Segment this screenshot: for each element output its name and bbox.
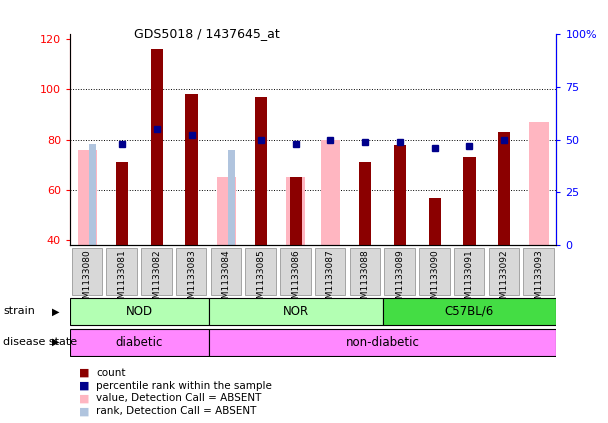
- Text: GSM1133085: GSM1133085: [257, 249, 266, 310]
- Text: ■: ■: [79, 368, 89, 378]
- Text: C57BL/6: C57BL/6: [445, 305, 494, 318]
- Bar: [321, 140, 340, 245]
- Text: GSM1133090: GSM1133090: [430, 249, 439, 310]
- Text: GSM1133081: GSM1133081: [117, 249, 126, 310]
- Text: diabetic: diabetic: [116, 336, 163, 349]
- FancyBboxPatch shape: [176, 248, 207, 295]
- Bar: [289, 177, 302, 245]
- FancyBboxPatch shape: [489, 248, 519, 295]
- Text: GSM1133091: GSM1133091: [465, 249, 474, 310]
- Bar: [498, 132, 510, 245]
- Bar: [463, 157, 475, 245]
- FancyBboxPatch shape: [280, 248, 311, 295]
- Text: ■: ■: [79, 406, 89, 416]
- Text: GSM1133083: GSM1133083: [187, 249, 196, 310]
- Text: GSM1133093: GSM1133093: [534, 249, 544, 310]
- FancyBboxPatch shape: [210, 248, 241, 295]
- FancyBboxPatch shape: [315, 248, 345, 295]
- Bar: [116, 162, 128, 245]
- FancyBboxPatch shape: [209, 329, 556, 356]
- FancyBboxPatch shape: [70, 329, 209, 356]
- FancyBboxPatch shape: [72, 248, 102, 295]
- Bar: [151, 49, 163, 245]
- FancyBboxPatch shape: [523, 248, 554, 295]
- FancyBboxPatch shape: [384, 248, 415, 295]
- Text: value, Detection Call = ABSENT: value, Detection Call = ABSENT: [96, 393, 261, 404]
- FancyBboxPatch shape: [454, 248, 485, 295]
- Bar: [78, 150, 97, 245]
- FancyBboxPatch shape: [106, 248, 137, 295]
- FancyBboxPatch shape: [350, 248, 380, 295]
- Text: rank, Detection Call = ABSENT: rank, Detection Call = ABSENT: [96, 406, 257, 416]
- Bar: [228, 150, 235, 245]
- FancyBboxPatch shape: [209, 298, 382, 325]
- Bar: [529, 122, 548, 245]
- Bar: [359, 162, 371, 245]
- Bar: [216, 177, 236, 245]
- Text: count: count: [96, 368, 126, 378]
- FancyBboxPatch shape: [70, 298, 209, 325]
- Text: GDS5018 / 1437645_at: GDS5018 / 1437645_at: [134, 27, 280, 41]
- Text: GSM1133084: GSM1133084: [222, 249, 231, 310]
- Text: ■: ■: [79, 381, 89, 391]
- Text: GSM1133089: GSM1133089: [395, 249, 404, 310]
- Bar: [255, 97, 267, 245]
- Bar: [429, 198, 441, 245]
- Text: ■: ■: [79, 393, 89, 404]
- Bar: [89, 144, 96, 245]
- Text: non-diabetic: non-diabetic: [346, 336, 420, 349]
- Text: GSM1133087: GSM1133087: [326, 249, 335, 310]
- Text: NOD: NOD: [126, 305, 153, 318]
- Bar: [185, 94, 198, 245]
- Text: GSM1133080: GSM1133080: [83, 249, 92, 310]
- Bar: [286, 177, 305, 245]
- Text: GSM1133092: GSM1133092: [500, 249, 509, 310]
- Text: ▶: ▶: [52, 337, 59, 347]
- FancyBboxPatch shape: [382, 298, 556, 325]
- Text: GSM1133082: GSM1133082: [152, 249, 161, 310]
- Text: strain: strain: [3, 306, 35, 316]
- FancyBboxPatch shape: [246, 248, 276, 295]
- Text: GSM1133086: GSM1133086: [291, 249, 300, 310]
- Bar: [394, 145, 406, 245]
- Text: NOR: NOR: [283, 305, 309, 318]
- Text: percentile rank within the sample: percentile rank within the sample: [96, 381, 272, 391]
- Text: ▶: ▶: [52, 306, 59, 316]
- FancyBboxPatch shape: [141, 248, 171, 295]
- FancyBboxPatch shape: [419, 248, 450, 295]
- Text: disease state: disease state: [3, 337, 77, 347]
- Text: GSM1133088: GSM1133088: [361, 249, 370, 310]
